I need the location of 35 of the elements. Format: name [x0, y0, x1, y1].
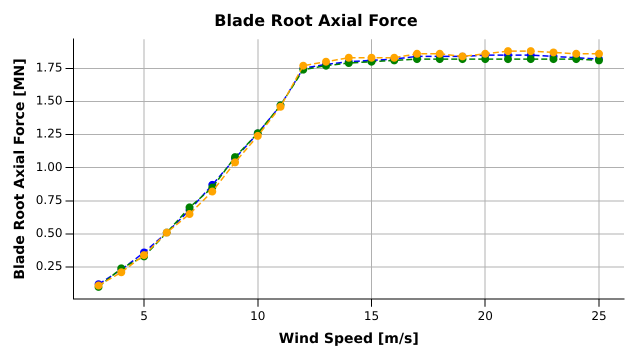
chart-title: Blade Root Axial Force	[214, 10, 418, 30]
point	[436, 50, 444, 58]
point	[186, 203, 194, 212]
point	[549, 55, 558, 64]
point	[299, 62, 308, 70]
point	[549, 48, 558, 56]
x-tick-label: 15	[364, 309, 380, 324]
y-tick-label: 0.75	[36, 192, 63, 207]
point	[117, 268, 126, 276]
y-tick-label: 1.75	[36, 60, 63, 74]
point	[322, 58, 330, 66]
point	[231, 158, 240, 166]
point	[526, 47, 535, 56]
y-tick-label: 1.25	[36, 126, 63, 141]
point	[572, 50, 580, 58]
point	[504, 47, 512, 56]
point	[526, 55, 535, 64]
x-tick-label: 20	[478, 309, 493, 324]
point	[504, 55, 512, 64]
x-tick-label: 5	[140, 309, 148, 324]
point	[186, 210, 194, 218]
x-tick-label: 25	[591, 309, 607, 324]
y-tick-label: 0.25	[36, 259, 63, 274]
point	[413, 50, 421, 58]
y-tick-label: 0.50	[36, 226, 63, 240]
point	[368, 54, 376, 62]
point	[594, 50, 603, 58]
x-tick-label: 10	[250, 309, 266, 324]
y-axis-title: Blade Root Axial Force [MN]	[12, 58, 28, 280]
y-tick-label: 1.00	[36, 160, 63, 174]
y-tick-label: 1.50	[36, 94, 63, 108]
point	[254, 132, 262, 140]
x-axis-title: Wind Speed [m/s]	[278, 331, 419, 348]
point	[208, 188, 216, 196]
point	[344, 54, 353, 62]
